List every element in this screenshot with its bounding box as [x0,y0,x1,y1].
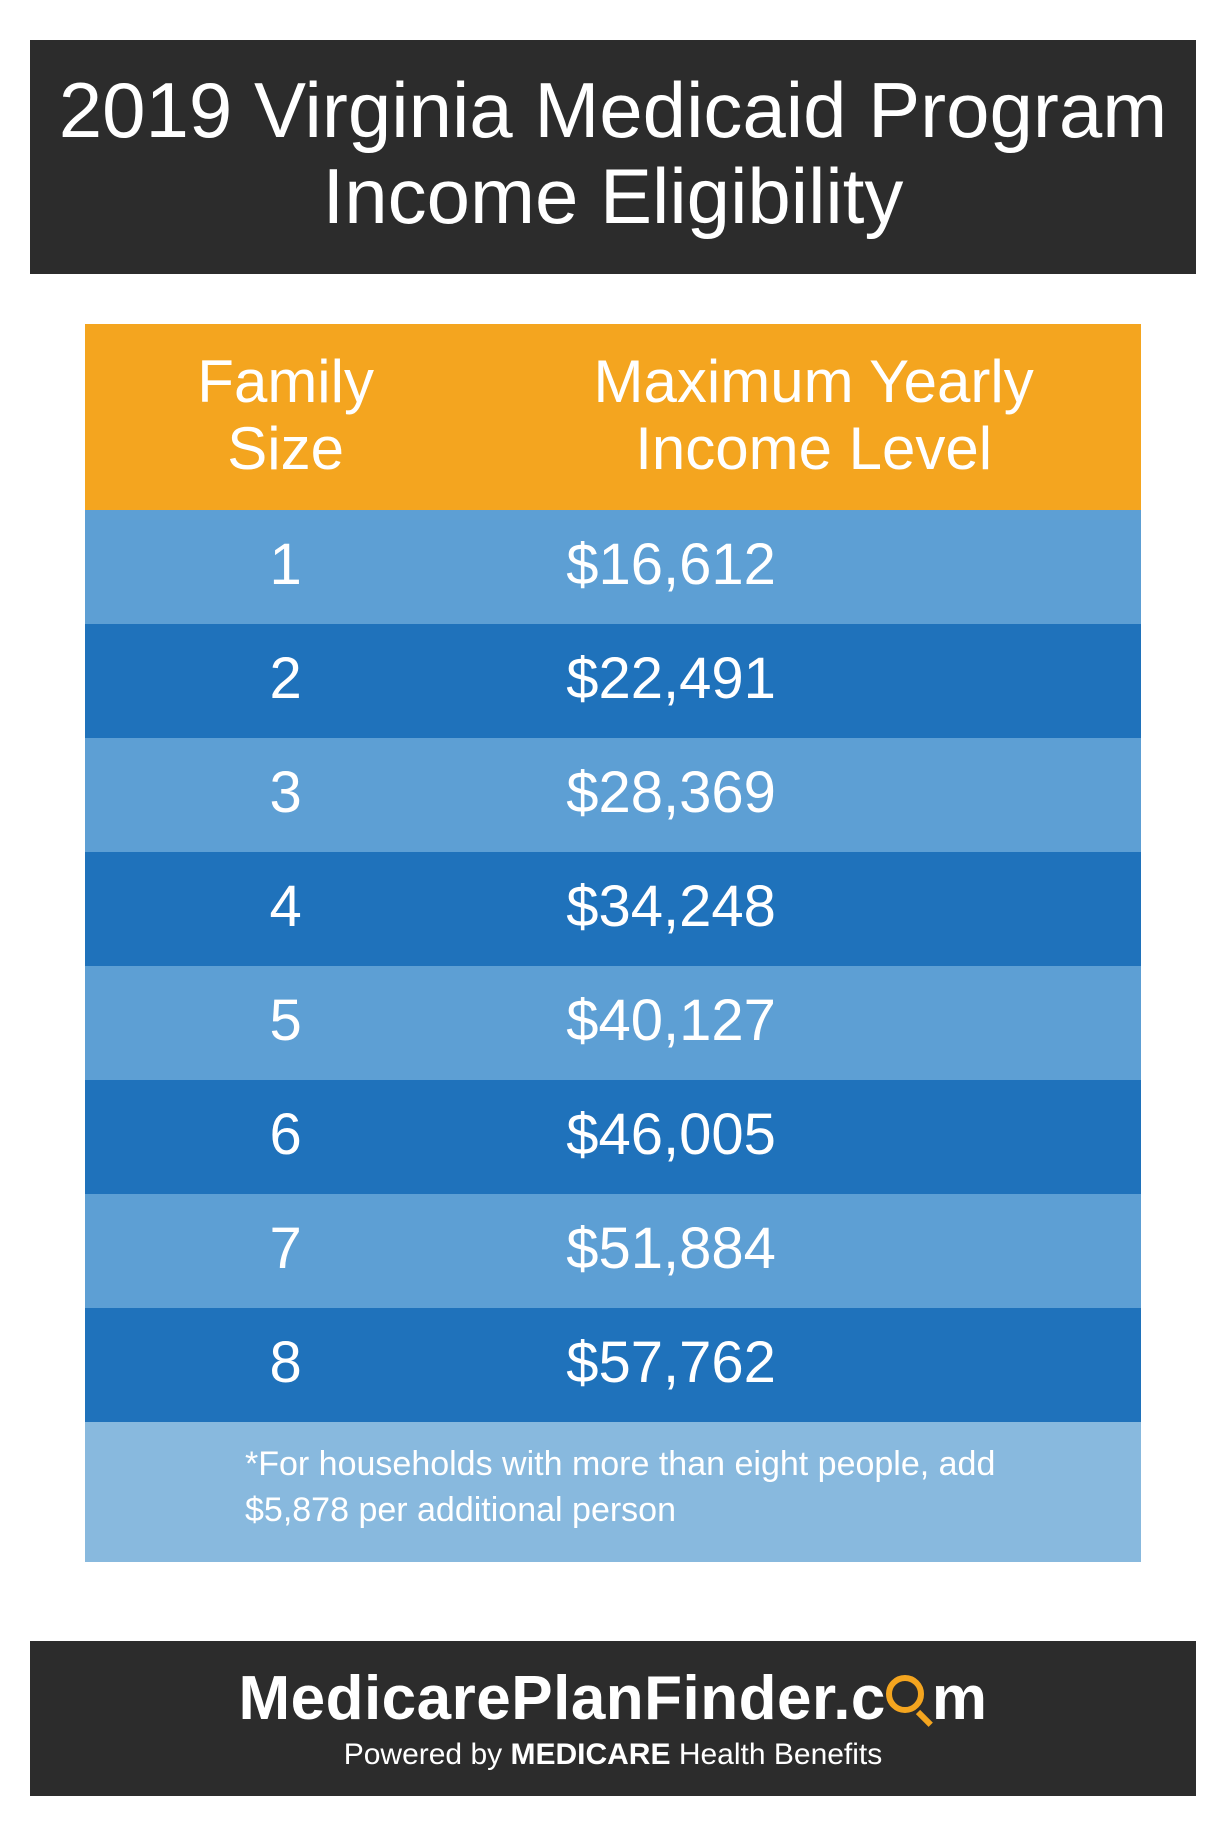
table-row: 5$40,127 [85,966,1141,1080]
title-bar: 2019 Virginia Medicaid Program Income El… [30,40,1196,274]
table-footnote: *For households with more than eight peo… [85,1422,1141,1562]
table-row: 4$34,248 [85,852,1141,966]
header-max-income-l2: Income Level [635,415,992,482]
table-header-row: Family Size Maximum Yearly Income Level [85,324,1141,510]
cell-family-size: 8 [85,1308,486,1422]
cell-family-size: 1 [85,510,486,624]
table-row: 3$28,369 [85,738,1141,852]
magnifier-icon [884,1675,934,1725]
cell-max-income: $16,612 [486,510,1141,624]
header-family-size-l2: Size [227,415,344,482]
brand-text-1: MedicarePlanFinder.c [238,1663,885,1734]
powered-by-line: Powered by MEDICARE Health Benefits [40,1738,1186,1772]
header-max-income: Maximum Yearly Income Level [486,324,1141,510]
cell-max-income: $57,762 [486,1308,1141,1422]
cell-family-size: 3 [85,738,486,852]
cell-max-income: $51,884 [486,1194,1141,1308]
page-title: 2019 Virginia Medicaid Program Income El… [59,66,1168,240]
cell-max-income: $28,369 [486,738,1141,852]
cell-max-income: $46,005 [486,1080,1141,1194]
header-family-size: Family Size [85,324,486,510]
table-row: 1$16,612 [85,510,1141,624]
powered-prefix: Powered by [344,1738,511,1771]
footnote-text: *For households with more than eight peo… [245,1445,995,1529]
powered-bold: MEDICARE [510,1738,670,1771]
cell-family-size: 7 [85,1194,486,1308]
cell-family-size: 2 [85,624,486,738]
table-row: 8$57,762 [85,1308,1141,1422]
eligibility-table: Family Size Maximum Yearly Income Level … [85,324,1141,1562]
cell-max-income: $34,248 [486,852,1141,966]
table-row: 2$22,491 [85,624,1141,738]
cell-max-income: $40,127 [486,966,1141,1080]
cell-max-income: $22,491 [486,624,1141,738]
table-row: 6$46,005 [85,1080,1141,1194]
cell-family-size: 6 [85,1080,486,1194]
cell-family-size: 5 [85,966,486,1080]
table-row: 7$51,884 [85,1194,1141,1308]
brand-logo: MedicarePlanFinder.c m [238,1663,987,1734]
header-max-income-l1: Maximum Yearly [594,348,1034,415]
footer-bar: MedicarePlanFinder.c m Powered by MEDICA… [30,1641,1196,1796]
header-family-size-l1: Family [197,348,374,415]
cell-family-size: 4 [85,852,486,966]
brand-text-2: m [932,1663,988,1734]
powered-suffix: Health Benefits [670,1738,882,1771]
